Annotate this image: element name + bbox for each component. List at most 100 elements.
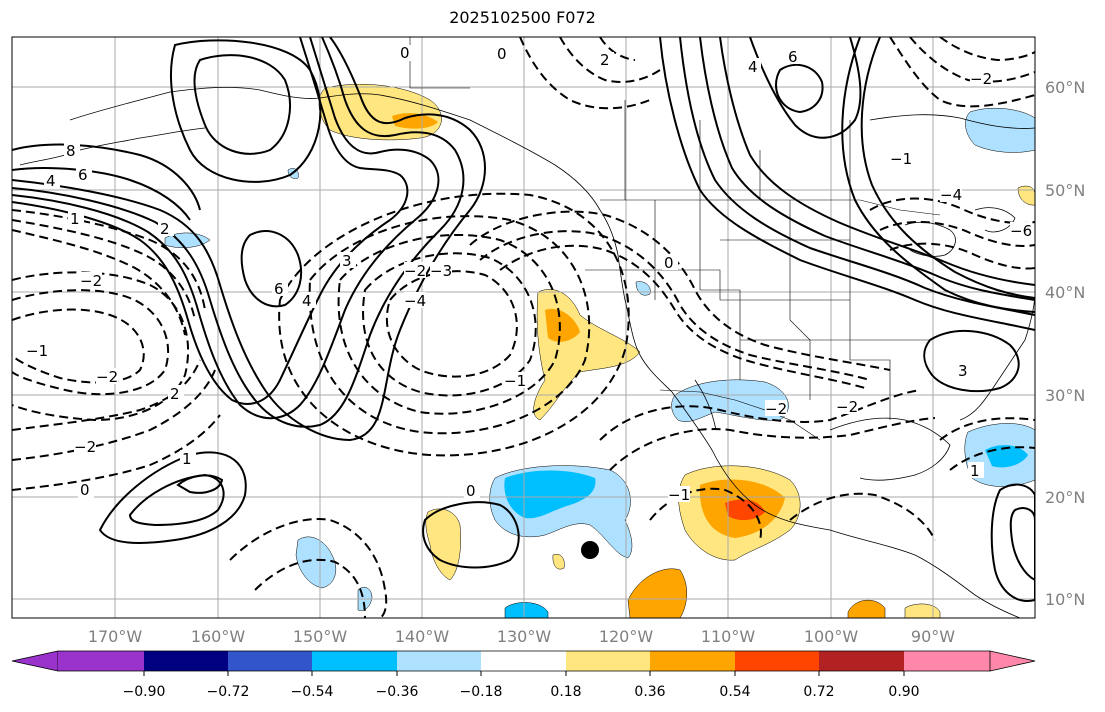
colorbar-swatch	[144, 651, 228, 671]
solid-contour-ne-6	[774, 63, 824, 114]
dashed-contour-6	[12, 414, 221, 491]
solid-contour-ak-3	[12, 37, 440, 420]
dashed-contour-mexico-3	[649, 487, 762, 541]
colorbar-swatch	[650, 651, 735, 671]
colorbar-tick-label: −0.36	[376, 684, 419, 700]
contour-label: 8	[66, 142, 76, 160]
gulf-coast	[829, 417, 951, 481]
positive-anomaly-south	[627, 568, 687, 618]
dashed-contour-mexico-2	[609, 417, 936, 471]
lon-label: 160°W	[191, 627, 246, 646]
colorbar-ticks	[143, 671, 905, 676]
contour-label: −6	[1010, 222, 1032, 240]
dashed-contour-carib2	[949, 446, 1035, 471]
solid-contour-se	[923, 329, 1020, 393]
aleutians	[19, 127, 206, 166]
colorbar-swatch	[228, 651, 312, 671]
contour-label: −4	[940, 186, 962, 204]
contour-label: 3	[342, 252, 352, 270]
dashed-contour-ne-east3	[939, 37, 1035, 62]
contour-label: 2	[170, 385, 180, 403]
contour-label: −2	[836, 398, 858, 416]
colorbar-arrow-low	[11, 650, 59, 672]
colorbar-tick-label: 0.18	[550, 684, 581, 700]
colorbar-tick-label: 0.90	[888, 684, 919, 700]
colorbar-swatch	[397, 651, 481, 671]
solid-contour-sw-2	[128, 473, 225, 527]
negative-anomaly-texas	[671, 379, 789, 422]
solid-contour-ne-5	[749, 37, 862, 139]
dashed-contour-mexico-4	[789, 492, 936, 541]
state-line-6	[849, 200, 891, 420]
small-pos-2	[1017, 185, 1035, 206]
dashed-contour-mid-3	[469, 210, 891, 371]
east-coast	[994, 294, 1035, 386]
lat-label: 40°N	[1045, 283, 1085, 302]
colorbar-tick-label: 0.72	[803, 684, 834, 700]
positive-anomaly-south3	[904, 603, 941, 618]
negative-anomaly-east	[965, 107, 1035, 153]
solid-contour-se3	[1009, 507, 1035, 582]
solid-contour-ne-4	[719, 37, 1035, 286]
contour-label: 2	[600, 51, 610, 69]
colorbar-tick-label: −0.54	[291, 684, 334, 700]
baja-coast	[671, 391, 831, 531]
colorbar-swatch	[312, 651, 397, 671]
dashed-contour-east-2	[879, 221, 1035, 247]
colorbar-tick-label: −0.18	[460, 684, 503, 700]
lat-label: 50°N	[1045, 181, 1085, 200]
lat-label: 10°N	[1045, 590, 1085, 609]
solid-contour-ak-high2	[169, 39, 322, 183]
lat-label: 30°N	[1045, 386, 1085, 405]
dashed-contour-east-3	[889, 242, 1035, 270]
longitude-labels: 170°W 160°W 150°W 140°W 130°W 120°W 110°…	[88, 627, 955, 646]
negative-anomaly-s	[504, 602, 549, 618]
colorbar-swatch	[904, 651, 990, 671]
lon-label: 130°W	[497, 627, 552, 646]
dashed-contour-low-4	[308, 215, 591, 435]
lon-label: 150°W	[293, 627, 348, 646]
contour-label: −1	[890, 150, 912, 168]
contour-label: 2	[160, 220, 170, 238]
dashed-contour-5	[12, 369, 216, 461]
map-frame	[11, 36, 1036, 619]
dashed-contour-8	[12, 219, 196, 321]
contour-label: 3	[958, 362, 968, 380]
lon-label: 90°W	[911, 627, 955, 646]
lon-label: 140°W	[395, 627, 450, 646]
dashed-contour-mid-2	[499, 244, 866, 389]
contour-label: −2	[74, 438, 96, 456]
dashed-contour-ne-east2	[909, 37, 1035, 83]
contour-label: 4	[748, 58, 758, 76]
lon-label: 170°W	[88, 627, 143, 646]
dashed-contour-low-1	[385, 270, 518, 378]
hudson-area	[869, 114, 1035, 129]
bc-coast	[599, 209, 626, 301]
contour-label: 1	[182, 450, 192, 468]
dashed-contour-7	[12, 209, 206, 311]
solid-contour-ak-2	[12, 37, 465, 428]
lon-label: 100°W	[804, 627, 859, 646]
solid-contour-center	[422, 501, 520, 569]
contour-label: 6	[274, 280, 284, 298]
solid-contour-ne-3	[699, 37, 1035, 301]
us-mexico-border	[659, 389, 821, 441]
solid-contour-west-high2	[12, 167, 191, 221]
solid-contour-sw-1	[98, 451, 247, 544]
solid-contour-se2	[990, 483, 1035, 602]
contour-label: 0	[664, 254, 674, 272]
contour-label: −2	[970, 70, 992, 88]
contour-label: 6	[78, 166, 88, 184]
strong-positive-baja	[545, 308, 580, 342]
lat-label: 20°N	[1045, 488, 1085, 507]
dashed-contour-low-3	[337, 233, 561, 415]
contour-label: 6	[788, 48, 798, 66]
coastlines	[19, 86, 1035, 618]
dashed-contour-low-5	[278, 192, 630, 457]
contour-label: −2	[80, 272, 102, 290]
dashed-contour-north-3	[599, 37, 636, 61]
us-canada-border	[600, 199, 941, 216]
colorbar: −0.90 −0.72 −0.54 −0.36 −0.18 0.18 0.36 …	[11, 650, 1036, 700]
colorbar-swatch	[566, 651, 650, 671]
dashed-contour-ne-east	[889, 37, 1035, 108]
